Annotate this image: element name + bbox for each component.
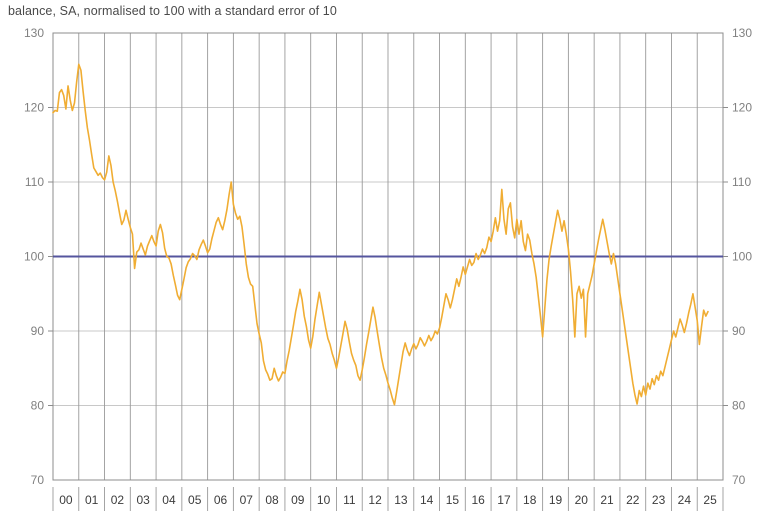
- x-tick-label-24: 24: [678, 493, 692, 507]
- x-tick-label-06: 06: [214, 493, 228, 507]
- y-tick-left-130: 130: [24, 26, 44, 40]
- x-tick-label-04: 04: [162, 493, 176, 507]
- y-tick-left-80: 80: [31, 399, 45, 413]
- y-tick-left-90: 90: [31, 324, 45, 338]
- x-tick-label-13: 13: [394, 493, 408, 507]
- x-tick-label-10: 10: [317, 493, 331, 507]
- x-tick-label-15: 15: [446, 493, 460, 507]
- x-tick-label-12: 12: [368, 493, 382, 507]
- x-tick-label-23: 23: [652, 493, 666, 507]
- x-tick-label-05: 05: [188, 493, 202, 507]
- y-tick-left-100: 100: [24, 250, 44, 264]
- y-tick-left-120: 120: [24, 101, 44, 115]
- x-tick-label-20: 20: [575, 493, 589, 507]
- series-line-balance-index: [52, 63, 709, 406]
- x-tick-label-09: 09: [291, 493, 305, 507]
- y-tick-right-70: 70: [732, 473, 746, 487]
- x-tick-label-18: 18: [523, 493, 537, 507]
- x-tick-label-11: 11: [343, 493, 356, 507]
- x-tick-label-25: 25: [703, 493, 717, 507]
- y-axis-right-ticks: 70 80 90 100 110 120 130: [723, 26, 752, 487]
- x-tick-label-01: 01: [85, 493, 99, 507]
- y-tick-right-110: 110: [732, 175, 751, 189]
- y-tick-left-70: 70: [31, 473, 45, 487]
- x-axis-year-labels: 00 01 02 03 04 05 06 07 08 09 10 11 12 13 14 15 16 17 18 19…: [59, 493, 717, 507]
- x-tick-label-19: 19: [549, 493, 563, 507]
- x-tick-label-16: 16: [472, 493, 486, 507]
- y-tick-left-110: 110: [25, 175, 44, 189]
- x-tick-label-14: 14: [420, 493, 434, 507]
- y-axis-left-ticks: 70 80 90 100 110 120 130: [24, 26, 53, 487]
- x-tick-label-03: 03: [137, 493, 151, 507]
- x-tick-label-22: 22: [626, 493, 640, 507]
- y-tick-right-120: 120: [732, 101, 752, 115]
- x-tick-label-17: 17: [497, 493, 511, 507]
- x-tick-label-07: 07: [240, 493, 254, 507]
- x-tick-label-02: 02: [111, 493, 125, 507]
- chart-title: balance, SA, normalised to 100 with a st…: [8, 4, 337, 18]
- x-tick-label-21: 21: [600, 493, 614, 507]
- y-tick-right-130: 130: [732, 26, 752, 40]
- y-tick-right-90: 90: [732, 324, 746, 338]
- y-tick-right-100: 100: [732, 250, 752, 264]
- x-axis-year-separators: [52, 487, 724, 511]
- x-tick-label-08: 08: [265, 493, 279, 507]
- x-tick-label-00: 00: [59, 493, 73, 507]
- y-tick-right-80: 80: [732, 399, 746, 413]
